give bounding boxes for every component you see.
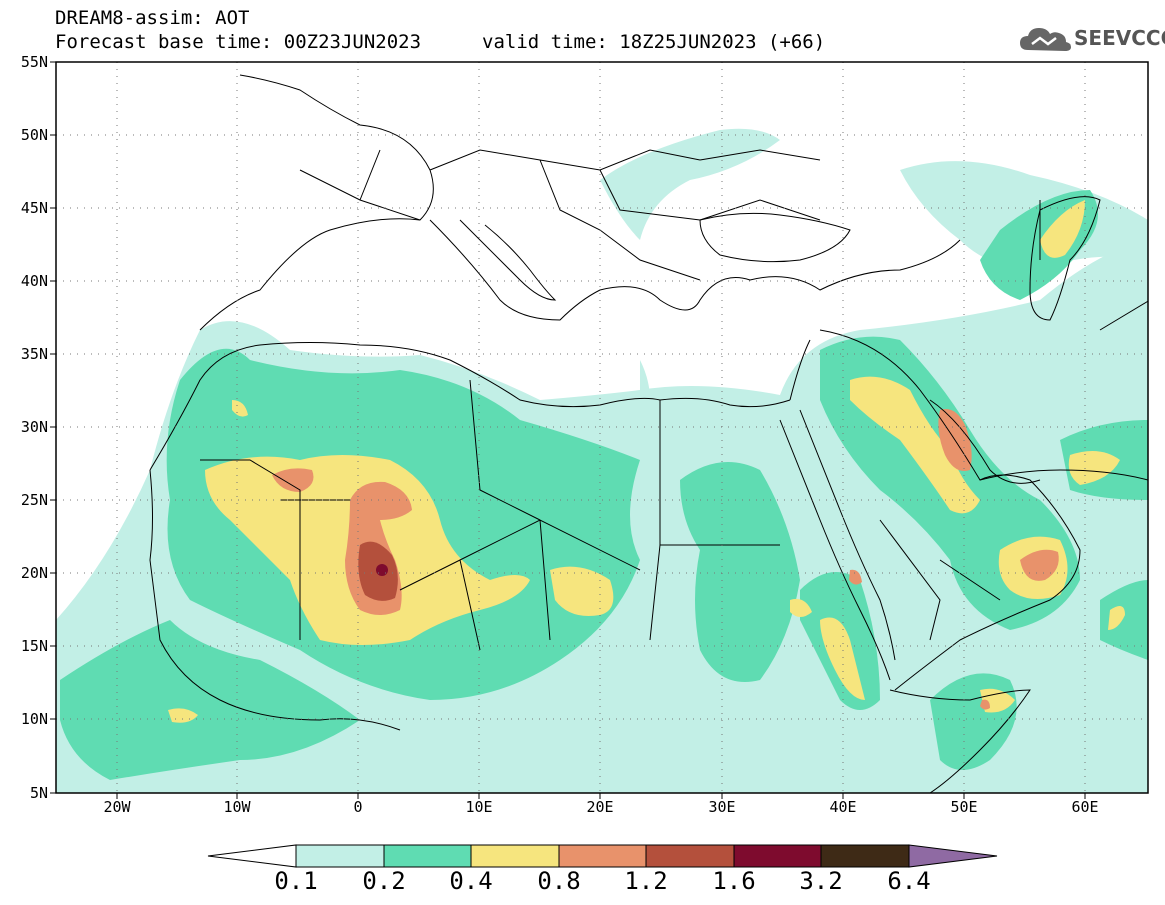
colorbar-label: 6.4: [887, 867, 931, 895]
lat-label: 15N: [20, 637, 48, 655]
colorbar-label: 0.2: [362, 867, 406, 895]
colorbar-label: 1.6: [712, 867, 756, 895]
axis-ticks: [50, 61, 1086, 799]
lat-label: 55N: [20, 53, 48, 71]
lat-label: 10N: [20, 710, 48, 728]
lat-label: 40N: [20, 272, 48, 290]
lon-label: 60E: [1071, 798, 1099, 816]
lat-label: 50N: [20, 126, 48, 144]
colorbar-label: 1.2: [624, 867, 668, 895]
colorbar-low-triangle: [207, 844, 297, 868]
colorbar-label: 3.2: [799, 867, 843, 895]
base-time: Forecast base time: 00Z23JUN2023: [55, 31, 422, 53]
colorbar-swatch-5: [645, 844, 735, 868]
colorbar-swatch-2: [383, 844, 472, 868]
logo-text: SEEVCCC: [1074, 26, 1165, 50]
lat-label: 45N: [20, 199, 48, 217]
model-title: DREAM8-assim: AOT: [55, 7, 250, 29]
cloud-icon: [1020, 28, 1071, 51]
lon-label: 50E: [950, 798, 978, 816]
seevccc-logo: SEEVCCC: [1018, 22, 1165, 56]
valid-time: valid time: 18Z25JUN2023 (+66): [482, 31, 826, 53]
aot-shading: [56, 128, 1148, 793]
colorbar-swatch-4: [558, 844, 647, 868]
colorbar-swatch-3: [470, 844, 560, 868]
lon-label: 10E: [465, 798, 493, 816]
colorbar-swatch-1: [295, 844, 385, 868]
aot-level-6: [376, 564, 388, 576]
colorbar: [207, 844, 998, 868]
lon-label: 0: [353, 798, 363, 816]
lon-label: 10W: [223, 798, 251, 816]
colorbar-label: 0.8: [537, 867, 581, 895]
lat-label: 25N: [20, 491, 48, 509]
colorbar-high-triangle: [908, 844, 998, 868]
colorbar-swatch-7: [820, 844, 910, 868]
lat-label: 5N: [29, 784, 48, 802]
lat-label: 20N: [20, 564, 48, 582]
colorbar-label: 0.1: [274, 867, 318, 895]
colorbar-swatch-6: [733, 844, 822, 868]
lon-label: 20E: [586, 798, 614, 816]
grid: [56, 62, 1148, 793]
lon-label: 40E: [829, 798, 857, 816]
lat-label: 30N: [20, 418, 48, 436]
lon-label: 20W: [103, 798, 131, 816]
lat-label: 35N: [20, 345, 48, 363]
lon-label: 30E: [708, 798, 736, 816]
coastlines: [149, 74, 1148, 793]
colorbar-label: 0.4: [449, 867, 493, 895]
